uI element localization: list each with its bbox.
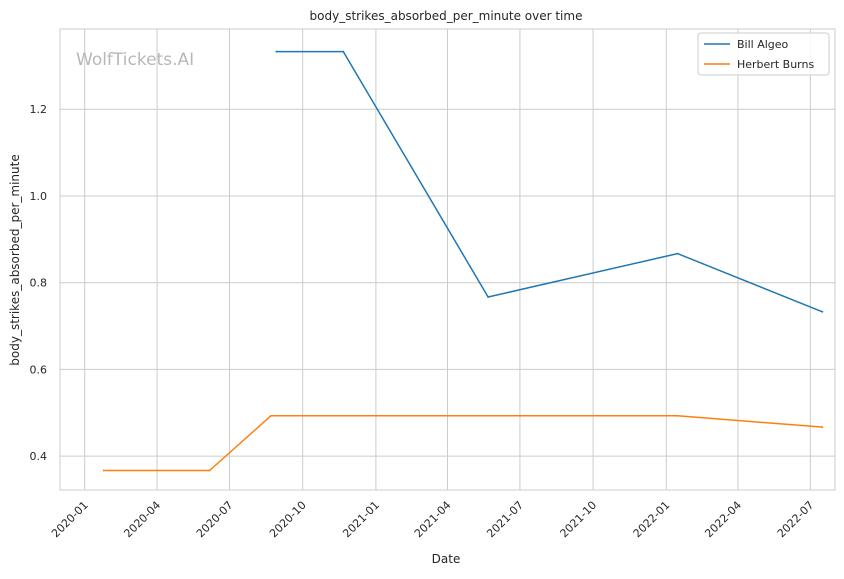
- x-axis-ticks: 2020-01 2020-04 2020-07 2020-10 2021-01 2021-…: [49, 499, 816, 541]
- chart-title: body_strikes_absorbed_per_minute over ti…: [310, 9, 583, 23]
- series-line-0: [275, 50, 824, 313]
- data-point: [102, 469, 105, 472]
- x-tick-label: 2020-10: [267, 499, 309, 541]
- legend: Bill Algeo Herbert Burns: [697, 32, 830, 76]
- data-point: [821, 310, 824, 313]
- watermark-text: WolfTickets.AI: [76, 50, 194, 70]
- x-tick-label: 2020-01: [49, 499, 91, 541]
- y-axis-label: body_strikes_absorbed_per_minute: [8, 154, 22, 365]
- plot-lines: [102, 50, 824, 472]
- x-tick-label: 2021-10: [558, 499, 600, 541]
- x-tick-label: 2021-01: [340, 499, 382, 541]
- y-tick-label: 1.0: [30, 190, 48, 203]
- grid: [60, 29, 835, 490]
- series-line-1: [103, 415, 824, 472]
- data-point: [208, 469, 211, 472]
- x-tick-label: 2020-04: [121, 499, 163, 541]
- data-point: [342, 50, 345, 53]
- data-point: [676, 414, 679, 417]
- legend-entry-label: Herbert Burns: [737, 58, 814, 71]
- data-point: [821, 426, 824, 429]
- data-point: [275, 50, 278, 53]
- x-tick-label: 2022-07: [775, 499, 817, 541]
- legend-box: [697, 32, 830, 76]
- y-tick-label: 0.6: [30, 363, 48, 376]
- y-tick-label: 0.8: [30, 277, 48, 290]
- data-point: [269, 414, 272, 417]
- x-axis-label: Date: [432, 552, 461, 566]
- x-tick-label: 2020-07: [194, 499, 236, 541]
- x-tick-label: 2022-04: [702, 499, 744, 541]
- y-axis-ticks: 0.4 0.6 0.8 1.0 1.2: [30, 103, 48, 463]
- y-tick-label: 0.4: [30, 450, 48, 463]
- plot-frame: [59, 28, 836, 491]
- x-tick-label: 2021-07: [484, 499, 526, 541]
- legend-entry-label: Bill Algeo: [737, 38, 789, 51]
- x-tick-label: 2021-04: [412, 499, 454, 541]
- data-point: [487, 296, 489, 298]
- data-point: [676, 252, 679, 255]
- y-tick-label: 1.2: [30, 103, 48, 116]
- x-tick-label: 2022-01: [631, 499, 673, 541]
